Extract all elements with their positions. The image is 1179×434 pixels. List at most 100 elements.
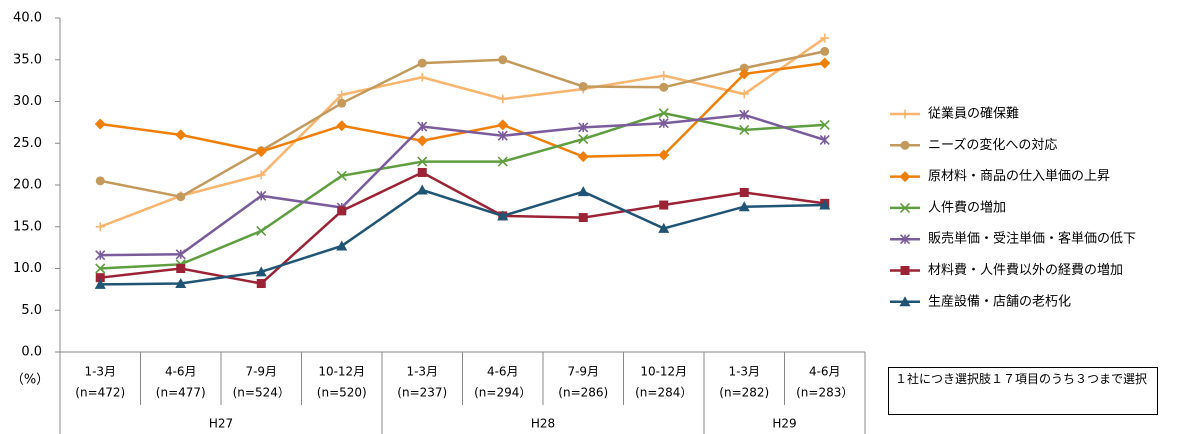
data-point [819, 119, 830, 130]
data-point [738, 201, 750, 212]
data-point [659, 82, 669, 92]
data-point [578, 81, 588, 91]
data-point [578, 122, 589, 133]
data-point [578, 134, 589, 145]
legend-marker [899, 234, 911, 245]
data-point [577, 151, 589, 163]
legend-label: 人件費の増加 [928, 200, 1006, 215]
data-point [417, 121, 428, 132]
data-point [256, 225, 267, 236]
series-line [100, 171, 825, 285]
data-point [738, 68, 750, 80]
data-point [416, 184, 428, 195]
data-point [336, 170, 347, 181]
data-point [337, 98, 347, 108]
data-point [95, 176, 105, 186]
data-point [820, 33, 830, 43]
y-tick-label: 25.0 [13, 136, 42, 151]
x-tick-note: (n=284） [635, 386, 692, 400]
data-point [658, 222, 670, 233]
y-tick-label: 0.0 [21, 345, 42, 360]
note: １社につき選択肢１７項目のうち３つまで選択 [888, 367, 1158, 415]
x-tick-note: (n=520) [317, 386, 367, 400]
data-point [176, 264, 186, 273]
x-tick-note: (n=294） [474, 386, 531, 400]
data-point [175, 249, 186, 260]
data-point [94, 278, 106, 289]
data-point [497, 210, 509, 221]
data-point [659, 71, 669, 81]
y-tick-label: 15.0 [13, 219, 42, 234]
data-point [416, 135, 428, 147]
data-point [739, 63, 749, 73]
data-point [95, 222, 105, 232]
x-tick-note: (n=286) [558, 386, 608, 400]
data-point [175, 129, 187, 141]
legend-marker [899, 202, 911, 213]
data-point [417, 156, 428, 167]
series-line [100, 188, 825, 286]
group-label: H29 [772, 417, 796, 431]
data-point [819, 199, 831, 210]
data-point [94, 118, 106, 130]
x-tick-label: 10-12月 [318, 365, 365, 379]
data-point [175, 278, 187, 289]
x-tick-note: (n=477) [156, 386, 206, 400]
data-point [819, 57, 831, 69]
data-point [820, 46, 830, 56]
legend-label: 材料費・人件費以外の経費の増加 [928, 263, 1123, 278]
series-line [100, 113, 826, 257]
legend-marker [900, 266, 910, 275]
legend-marker [899, 171, 911, 183]
legend-marker [899, 296, 911, 307]
data-point [739, 188, 749, 198]
data-point [176, 192, 186, 202]
legend-label: ニーズの変化への対応 [928, 137, 1057, 153]
y-tick-label: 5.0 [21, 303, 42, 318]
data-point [739, 124, 750, 135]
data-point [497, 119, 509, 131]
data-point [256, 190, 267, 201]
x-tick-label: 10-12月 [640, 365, 687, 379]
legend-marker [900, 109, 910, 119]
data-point [336, 240, 348, 251]
legend-label: 従業員の確保難 [928, 106, 1019, 122]
y-tick-label: 20.0 [13, 178, 42, 193]
x-tick-note: (n=472) [75, 386, 125, 400]
legend-label: 原材料・商品の仕入単価の上昇 [928, 168, 1110, 184]
data-point [498, 55, 508, 65]
data-point [95, 273, 105, 283]
legend-label: 生産設備・店舗の老朽化 [928, 293, 1071, 309]
legend-label: 販売単価・受注単価・客単価の低下 [928, 231, 1136, 247]
data-point [255, 266, 267, 277]
y-tick-label: 30.0 [13, 94, 42, 109]
data-point [658, 118, 669, 129]
data-point [256, 279, 266, 289]
data-point [739, 109, 750, 120]
data-point [337, 206, 347, 216]
data-point [417, 167, 427, 177]
data-point [256, 170, 266, 180]
group-label: H28 [531, 417, 555, 431]
data-point [255, 146, 267, 158]
x-tick-label: 4-6月 [809, 365, 841, 379]
data-point [336, 120, 348, 132]
data-point [819, 134, 830, 145]
x-tick-label: 7-9月 [245, 365, 277, 379]
series-line [100, 50, 826, 199]
x-tick-label: 7-9月 [567, 365, 599, 379]
x-tick-note: (n=282) [719, 386, 769, 400]
series-line [100, 61, 825, 158]
legend-marker [900, 140, 910, 150]
y-tick-label: 40.0 [13, 11, 42, 26]
data-point [337, 90, 347, 100]
group-label: H27 [209, 417, 233, 431]
data-point [497, 130, 508, 141]
x-tick-label: 1-3月 [84, 365, 116, 379]
data-point [578, 213, 588, 223]
series-line [100, 111, 825, 270]
x-tick-label: 4-6月 [487, 365, 519, 379]
